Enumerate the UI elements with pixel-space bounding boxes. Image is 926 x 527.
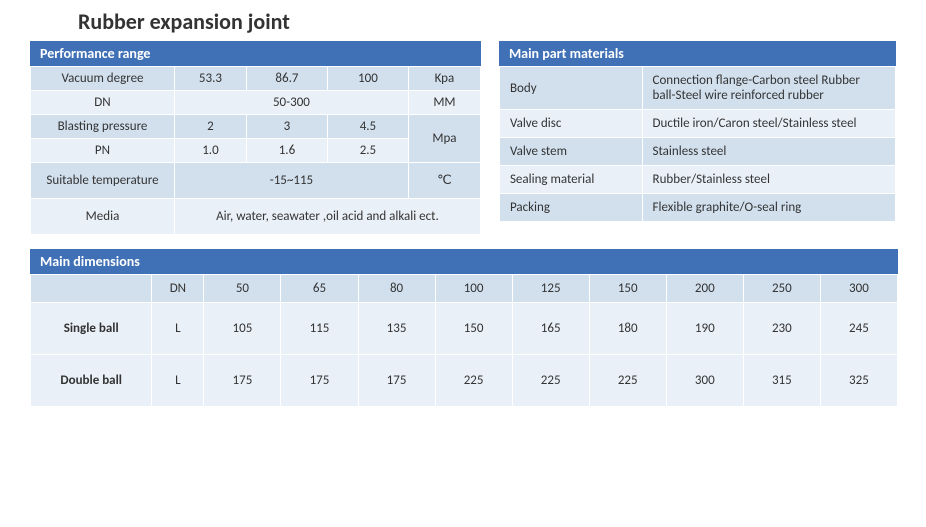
dims-dn-6: 200: [666, 275, 743, 303]
pn-val-0: 1.0: [174, 139, 246, 163]
suitable-temperature-value: -15~115: [174, 163, 408, 199]
dims-double-ball-label: Double ball: [31, 355, 152, 407]
dims-dn-2: 80: [358, 275, 435, 303]
dims-double-8: 325: [820, 355, 897, 407]
dims-double-1: 175: [281, 355, 358, 407]
performance-range-block: Performance range Vacuum degree 53.3 86.…: [30, 41, 481, 235]
media-value: Air, water, seawater ,oil acid and alkal…: [174, 199, 480, 235]
dims-dn-label: DN: [152, 275, 204, 303]
dims-single-7: 230: [743, 303, 820, 355]
blasting-pressure-val-2: 4.5: [327, 115, 408, 139]
dims-double-7: 315: [743, 355, 820, 407]
blasting-pressure-val-1: 3: [246, 115, 327, 139]
dims-double-l-label: L: [152, 355, 204, 407]
main-dimensions-header: Main dimensions: [30, 249, 898, 274]
pn-label: PN: [31, 139, 175, 163]
blasting-pressure-label: Blasting pressure: [31, 115, 175, 139]
vacuum-degree-unit: Kpa: [408, 67, 480, 91]
vacuum-degree-val-1: 86.7: [246, 67, 327, 91]
dims-dn-0: 50: [204, 275, 281, 303]
dims-single-4: 165: [512, 303, 589, 355]
dims-double-2: 175: [358, 355, 435, 407]
dims-double-6: 300: [666, 355, 743, 407]
media-label: Media: [31, 199, 175, 235]
dims-dn-5: 150: [589, 275, 666, 303]
dims-single-5: 180: [589, 303, 666, 355]
dn-unit: MM: [408, 91, 480, 115]
performance-range-header: Performance range: [30, 41, 481, 66]
dims-double-4: 225: [512, 355, 589, 407]
dims-dn-1: 65: [281, 275, 358, 303]
dims-double-3: 225: [435, 355, 512, 407]
pn-val-2: 2.5: [327, 139, 408, 163]
pn-val-1: 1.6: [246, 139, 327, 163]
mat-valve-stem-value: Stainless steel: [642, 138, 895, 166]
pressure-unit: Mpa: [408, 115, 480, 163]
mat-body-label: Body: [499, 67, 642, 110]
dims-single-0: 105: [204, 303, 281, 355]
main-dimensions-block: Main dimensions DN 50 65 80 100 125 150 …: [30, 249, 898, 407]
dims-dn-8: 300: [820, 275, 897, 303]
dims-double-5: 225: [589, 355, 666, 407]
main-part-materials-header: Main part materials: [499, 41, 896, 66]
dims-dn-3: 100: [435, 275, 512, 303]
page-title: Rubber expansion joint: [78, 8, 896, 35]
mat-valve-disc-label: Valve disc: [499, 110, 642, 138]
dn-value: 50-300: [174, 91, 408, 115]
mat-sealing-material-value: Rubber/Stainless steel: [642, 166, 895, 194]
dims-single-1: 115: [281, 303, 358, 355]
dims-double-0: 175: [204, 355, 281, 407]
vacuum-degree-label: Vacuum degree: [31, 67, 175, 91]
vacuum-degree-val-0: 53.3: [174, 67, 246, 91]
mat-valve-stem-label: Valve stem: [499, 138, 642, 166]
main-part-materials-table: Body Connection flange-Carbon steel Rubb…: [499, 66, 896, 222]
main-dimensions-table: DN 50 65 80 100 125 150 200 250 300 Sing…: [30, 274, 898, 407]
mat-packing-label: Packing: [499, 194, 642, 222]
dims-single-6: 190: [666, 303, 743, 355]
mat-sealing-material-label: Sealing material: [499, 166, 642, 194]
suitable-temperature-unit: ℃: [408, 163, 480, 199]
suitable-temperature-label: Suitable temperature: [31, 163, 175, 199]
blasting-pressure-val-0: 2: [174, 115, 246, 139]
performance-range-table: Vacuum degree 53.3 86.7 100 Kpa DN 50-30…: [30, 66, 481, 235]
dims-single-l-label: L: [152, 303, 204, 355]
mat-packing-value: Flexible graphite/O-seal ring: [642, 194, 895, 222]
dims-single-ball-label: Single ball: [31, 303, 152, 355]
dims-single-8: 245: [820, 303, 897, 355]
dims-dn-7: 250: [743, 275, 820, 303]
dims-blank: [31, 275, 152, 303]
dims-single-2: 135: [358, 303, 435, 355]
vacuum-degree-val-2: 100: [327, 67, 408, 91]
mat-body-value: Connection flange-Carbon steel Rubber ba…: [642, 67, 895, 110]
dims-single-3: 150: [435, 303, 512, 355]
dims-dn-4: 125: [512, 275, 589, 303]
main-part-materials-block: Main part materials Body Connection flan…: [499, 41, 896, 235]
dn-label: DN: [31, 91, 175, 115]
mat-valve-disc-value: Ductile iron/Caron steel/Stainless steel: [642, 110, 895, 138]
